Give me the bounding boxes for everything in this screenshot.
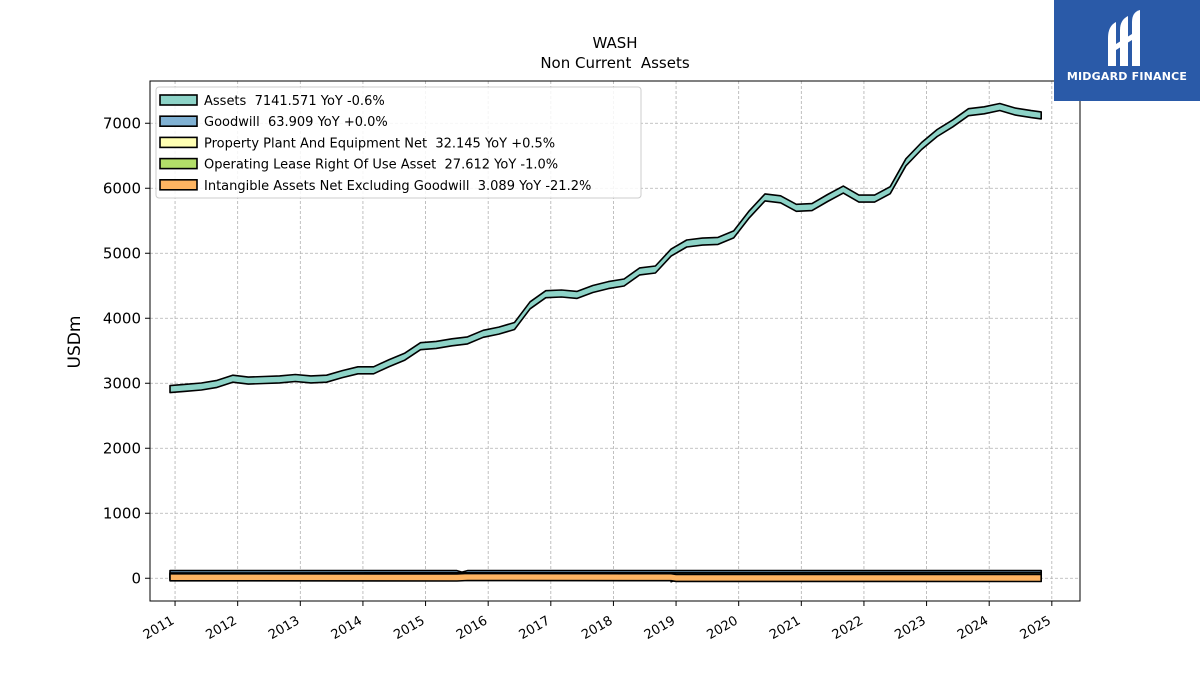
x-axis: 2011 2012 2013 2014 2015 2016 2017 2018 2019 2020… [141,601,1054,643]
x-tick-label: 2024 [955,613,991,643]
y-tick-label: 3000 [103,374,141,392]
x-tick-label: 2013 [266,613,302,643]
legend-swatch [159,179,198,191]
logo-mark-icon [1108,10,1140,66]
x-tick-label: 2020 [705,613,741,643]
x-tick-label: 2021 [767,613,803,643]
y-tick-label: 4000 [103,309,141,327]
y-tick-label: 0 [131,569,141,587]
chart-title: WASH [592,34,637,52]
x-tick-label: 2014 [329,613,365,643]
legend: Assets 7141.571 YoY -0.6% Goodwill 63.909… [155,86,642,199]
y-tick-label: 5000 [103,244,141,262]
x-tick-label: 2011 [141,613,177,643]
x-tick-label: 2025 [1018,613,1054,643]
x-tick-label: 2022 [830,613,866,643]
series-band-0 [169,102,1042,394]
legend-swatch [159,115,198,127]
x-tick-label: 2018 [579,613,615,643]
chart-subtitle: Non Current Assets [540,54,690,72]
x-tick-label: 2017 [517,613,553,643]
legend-swatch [159,94,198,106]
x-tick-label: 2019 [642,613,678,643]
x-tick-label: 2015 [391,613,427,643]
midgard-finance-logo: MIDGARD FINANCE [1054,0,1200,101]
legend-label: Assets 7141.571 YoY -0.6% [204,94,385,109]
y-axis: 0 1000 2000 3000 4000 5000 6000 7000 [103,114,150,587]
x-tick-label: 2012 [204,613,240,643]
legend-label: Property Plant And Equipment Net 32.145 … [204,136,555,151]
y-tick-label: 7000 [103,114,141,132]
y-axis-label: USDm [65,316,85,369]
plot-frame [149,80,1081,602]
x-tick-label: 2023 [892,613,928,643]
legend-swatch [159,157,198,170]
series-layer [169,102,1042,583]
y-tick-label: 1000 [103,504,141,522]
logo-text: MIDGARD FINANCE [1066,70,1188,83]
x-tick-label: 2016 [454,613,490,643]
legend-swatch [159,136,198,149]
y-tick-label: 6000 [103,179,141,197]
legend-label: Operating Lease Right Of Use Asset 27.61… [204,158,558,173]
legend-label: Goodwill 63.909 YoY +0.0% [204,115,388,130]
series-band-4 [169,572,1042,583]
legend-box [155,86,642,199]
y-tick-label: 2000 [103,439,141,457]
legend-label: Intangible Assets Net Excluding Goodwill… [204,179,591,194]
